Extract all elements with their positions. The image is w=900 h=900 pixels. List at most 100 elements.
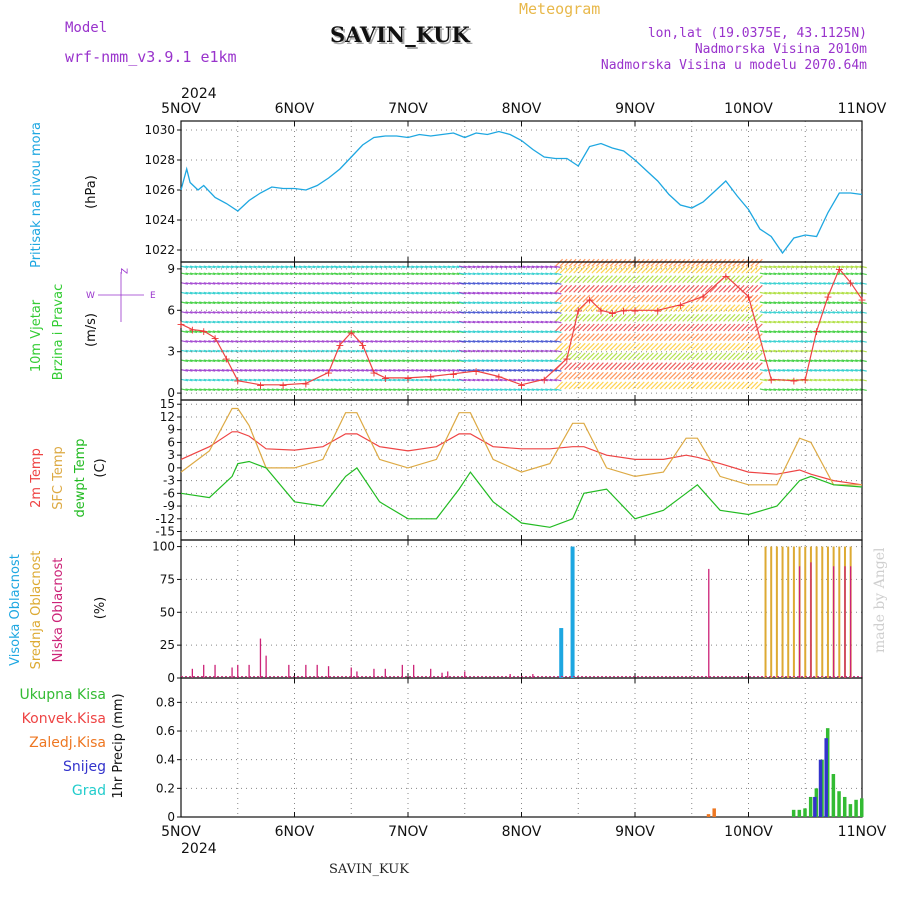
pressure-axis-unit: (hPa) (84, 175, 99, 209)
date-label-bottom: 7NOV (388, 824, 428, 840)
precip-snow-bar (818, 759, 823, 817)
precip-total-bar (797, 809, 802, 817)
cloud-mid-bar (826, 546, 829, 678)
date-label-bottom: 6NOV (275, 824, 315, 840)
y-tick-label: 1022 (144, 243, 175, 257)
date-label-bottom: 8NOV (502, 824, 542, 840)
cloud-low-bar (265, 655, 267, 678)
compass-west: W (86, 291, 95, 301)
y-tick-label: 6 (167, 303, 175, 317)
cloud-low-bar (441, 672, 443, 678)
cloud-mid-bar (770, 546, 773, 678)
y-tick-label: 0 (167, 386, 175, 400)
date-label-top: 8NOV (502, 101, 542, 117)
model-label: Model (65, 20, 108, 36)
y-tick-label: 1024 (144, 213, 175, 227)
wind-speed-point: + (449, 368, 458, 381)
y-tick-label: 0 (167, 461, 175, 475)
wind-speed-point: + (256, 379, 265, 392)
compass-east: E (150, 291, 156, 301)
precip-total-bar (848, 804, 853, 817)
y-tick-label: 0.8 (156, 695, 175, 709)
legend-conv: Konvek.Kisa (22, 711, 106, 727)
wind-barb-field (180, 258, 867, 392)
wind-speed-point: + (835, 263, 844, 276)
cloud-mid-bar (838, 546, 841, 678)
cloud-low-bar (850, 566, 852, 678)
y-tick-label: 0.4 (156, 753, 175, 767)
wind-speed-point: + (188, 324, 197, 337)
temp-dewpt-axis-title: dewpt Temp (73, 438, 88, 517)
precip-total-bar (808, 796, 813, 817)
date-label-top: 6NOV (275, 101, 315, 117)
cloud-mid-bar (764, 546, 767, 678)
wind-speed-point: + (358, 339, 367, 352)
precip-axis-title: 1hr Precip (mm) (111, 693, 126, 798)
y-tick-label: 50 (160, 605, 175, 619)
cloud-low-bar (259, 638, 262, 678)
cloud-low-bar (832, 566, 835, 678)
cloud-high-axis-title: Visoka Oblacnost (8, 554, 23, 666)
cloud-high-bar (570, 546, 575, 678)
wind-speed-point: + (721, 270, 730, 283)
wind-speed-point: + (210, 332, 219, 345)
wind-speed-point: + (301, 377, 310, 390)
cloud-low-bar (305, 664, 307, 678)
wind-speed-point: + (199, 325, 208, 338)
cloud-mid-bar (815, 546, 818, 678)
year-label-bottom: 2024 (181, 841, 217, 857)
wind-axis-unit: (m/s) (84, 313, 99, 347)
cloud-low-bar (191, 668, 193, 678)
legend-snow: Snijeg (63, 759, 106, 775)
cloud-low-bar (373, 668, 375, 678)
y-tick-label: 100 (152, 540, 175, 554)
cloud-low-bar (509, 674, 511, 678)
cloud-low-bar (413, 664, 415, 678)
wind-speed-point: + (801, 373, 810, 386)
temp-sfc-line (180, 407, 862, 486)
temp-axis-unit: (C) (93, 458, 108, 477)
precip-total-bar (803, 808, 807, 817)
wind-speed-point: + (857, 293, 866, 306)
temp-sfc-axis-title: SFC Temp (51, 446, 66, 510)
date-label-top: 7NOV (388, 101, 428, 117)
cloud-low-bar (248, 664, 250, 678)
cloud-low-bar (384, 668, 386, 678)
y-tick-label: 1028 (144, 153, 175, 167)
date-label-top: 11NOV (838, 101, 887, 117)
y-tick-label: 1026 (144, 183, 175, 197)
wind-speed-point: + (653, 304, 662, 317)
precip-total-bar (791, 809, 796, 817)
cloud-low-bar (350, 667, 352, 678)
y-tick-label: 6 (167, 435, 175, 449)
pressure-line (180, 130, 863, 255)
date-label-top: 5NOV (161, 101, 201, 117)
wind-axis-title: 10m Vjetar (29, 299, 44, 372)
wind-speed-point: + (698, 291, 707, 304)
wind-speed-point: + (494, 371, 503, 384)
y-tick-label: 0 (167, 671, 175, 685)
temp-2m-axis-title: 2m Temp (29, 448, 44, 508)
y-tick-label: 0.6 (156, 724, 175, 738)
lonlat-label: lon,lat (19.0375E, 43.1125N) (647, 26, 867, 41)
cloud-low-bar (844, 566, 846, 678)
cloud-low-bar (356, 671, 358, 678)
date-label-bottom: 9NOV (615, 824, 655, 840)
cloud-low-axis-title: Niska Oblacnost (51, 558, 66, 663)
cloud-mid-axis-title: Srednja Oblacnost (29, 551, 44, 670)
y-tick-label: 0.2 (156, 781, 175, 795)
wind-speed-point: + (403, 372, 412, 385)
wind-axis-subtitle: Brzina i Pravac (51, 284, 66, 381)
wind-speed-point: + (335, 339, 344, 352)
cloud-low-bar (798, 566, 801, 678)
y-tick-label: 12 (160, 410, 175, 424)
wind-speed-point: + (369, 366, 378, 379)
altitude-label: Nadmorska Visina 2010m (694, 42, 867, 57)
precip-total-bar (854, 799, 858, 817)
cloud-low-bar (327, 666, 330, 678)
cloud-mid-bar (821, 546, 824, 678)
cloud-mid-bar (787, 546, 790, 678)
precip-total-bar (860, 798, 864, 817)
cloud-low-bar (708, 568, 710, 678)
